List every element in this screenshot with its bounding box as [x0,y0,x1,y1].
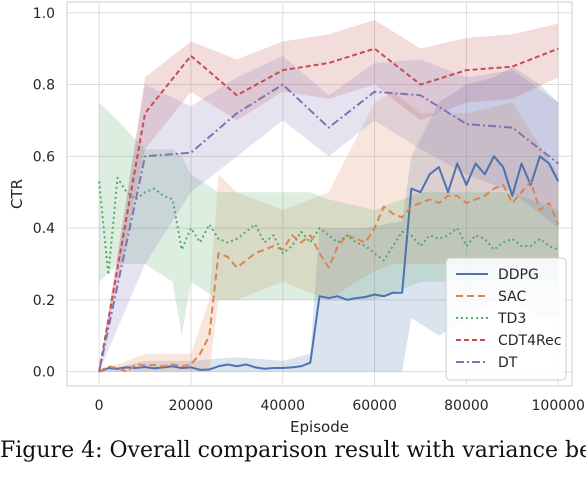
x-tick-label: 100000 [532,398,585,414]
legend-box [445,257,567,381]
y-axis-ticks: 0.0 0.2 0.4 0.6 0.8 1.0 [33,6,55,381]
cdt4rec-band [99,19,559,372]
x-tick-label: 20000 [169,398,214,414]
x-axis-label: Episode [290,418,349,436]
x-tick-label: 0 [95,398,104,414]
ddpg-band [99,66,559,372]
td3-band [99,102,559,336]
legend-label-cdt4rec: CDT4Rec [498,333,561,349]
series-lines [98,47,560,373]
sac-line [98,180,560,373]
y-axis-label: CTR [8,179,26,209]
cdt4rec-line [98,47,559,372]
ddpg-line [98,155,560,373]
dt-line [98,83,559,372]
y-tick-label: 0.8 [33,78,55,94]
y-tick-label: 0.6 [33,149,55,165]
td3-line [98,176,559,276]
x-tick-label: 80000 [444,398,489,414]
legend-label-td3: TD3 [497,311,526,327]
y-tick-label: 1.0 [33,6,55,22]
x-axis-ticks: 0 20000 40000 60000 80000 100000 [95,398,585,414]
figure-caption: Figure 4: Overall comparison result with… [0,438,586,463]
y-tick-label: 0.4 [33,221,55,237]
legend: DDPG SAC TD3 CDT4Rec DT [445,257,567,381]
legend-label-sac: SAC [498,289,526,305]
line-chart: 0 20000 40000 60000 80000 100000 0.0 0.2 0.4 0.6… [8,1,585,436]
dt-band [99,55,559,372]
x-tick-label: 40000 [260,398,305,414]
y-tick-label: 0.2 [33,293,55,309]
legend-label-ddpg: DDPG [498,267,539,283]
y-tick-label: 0.0 [33,365,55,381]
x-tick-label: 60000 [352,398,397,414]
legend-label-dt: DT [498,355,518,371]
